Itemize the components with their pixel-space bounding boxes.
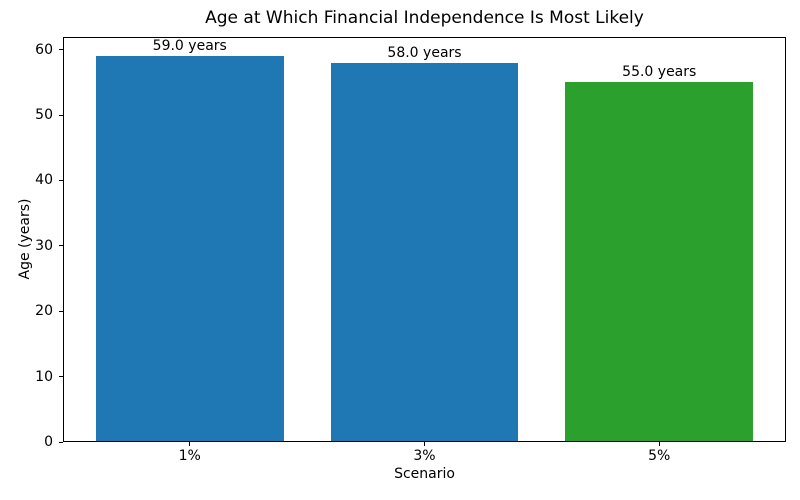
y-tick-label: 30: [35, 237, 53, 254]
bar: [95, 56, 284, 441]
x-tick-mark: [424, 442, 425, 446]
bar: [330, 62, 519, 441]
y-tick-mark: [59, 376, 63, 378]
y-tick-label: 60: [35, 41, 53, 58]
bar: [565, 82, 754, 441]
y-tick-mark: [59, 179, 63, 181]
bar-value-label: 55.0 years: [622, 64, 697, 81]
x-tick-mark: [189, 442, 191, 446]
x-tick-label: 3%: [413, 448, 436, 464]
y-tick-mark: [59, 49, 63, 51]
plot-area: [63, 37, 786, 442]
x-tick-label: 1%: [178, 448, 201, 464]
y-tick-mark: [59, 310, 63, 312]
bar-value-label: 58.0 years: [387, 44, 462, 61]
y-tick-mark: [59, 114, 63, 116]
x-tick-mark: [658, 442, 660, 446]
y-tick-label: 50: [35, 107, 53, 124]
y-tick-label: 10: [35, 368, 53, 385]
y-tick-mark: [59, 245, 63, 247]
y-tick-label: 20: [35, 303, 53, 320]
y-tick-mark: [59, 441, 63, 443]
y-tick-label: 40: [35, 172, 53, 189]
bar-value-label: 59.0 years: [152, 38, 227, 55]
x-tick-label: 5%: [648, 448, 671, 464]
chart-title: Age at Which Financial Independence Is M…: [205, 8, 644, 28]
x-axis-label: Scenario: [394, 466, 455, 482]
y-tick-label: 0: [44, 434, 53, 450]
